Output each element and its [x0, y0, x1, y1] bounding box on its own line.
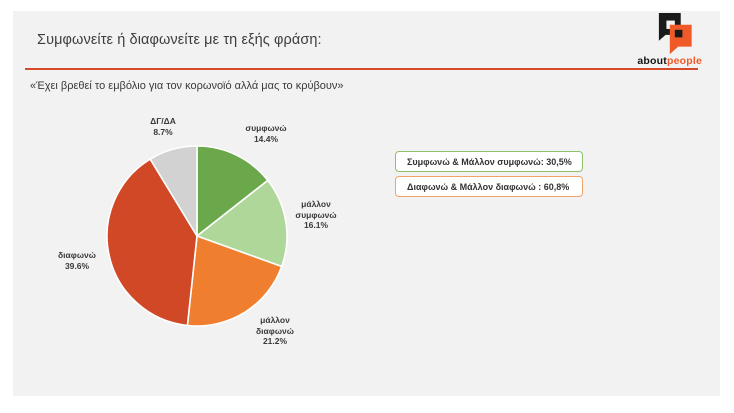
- pie-label-rather-agree: μάλλον συμφωνώ 16.1%: [274, 199, 358, 231]
- pie-label-agree: συμφωνώ 14.4%: [224, 123, 308, 144]
- pie-label-value: 16.1%: [303, 220, 329, 230]
- summary-box-disagree-label: Διαφωνώ & Μάλλον διαφωνώ : 60,8%: [407, 181, 570, 192]
- brand-text: aboutpeople: [637, 55, 702, 67]
- brand-text-orange: people: [666, 55, 702, 67]
- summary-box-agree-label: Συμφωνώ & Μάλλον συμφωνώ: 30,5%: [407, 156, 572, 167]
- page-title: Συμφωνείτε ή διαφωνείτε με τη εξής φράση…: [37, 32, 322, 48]
- pie-slice-1: [196, 179, 288, 268]
- question-text: «Έχει βρεθεί το εμβόλιο για τον κορωνοϊό…: [30, 80, 344, 92]
- pie-label-name: μάλλον συμφωνώ: [295, 199, 337, 220]
- brand-text-black: about: [637, 55, 667, 67]
- pie-slice-3: [106, 158, 198, 327]
- pie-label-name: συμφωνώ: [245, 123, 287, 133]
- header-divider: [25, 68, 698, 70]
- pie-label-value: 39.6%: [64, 260, 90, 271]
- pie-slice-4: [149, 145, 198, 237]
- speech-bubbles-icon: [658, 13, 692, 55]
- pie-label-dont-know: ΔΓ/ΔΑ 8.7%: [121, 116, 205, 137]
- pie-label-value: 21.2%: [262, 336, 288, 346]
- aboutpeople-logo: aboutpeople: [632, 13, 702, 69]
- pie-slice-0: [196, 145, 269, 237]
- pie-label-name: διαφωνώ: [58, 250, 96, 260]
- slide: Συμφωνείτε ή διαφωνείτε με τη εξής φράση…: [13, 11, 720, 396]
- pie-label-name: μάλλον διαφωνώ: [256, 315, 294, 336]
- pie-label-name: ΔΓ/ΔΑ: [150, 116, 176, 126]
- pie-slice-2: [186, 235, 283, 327]
- summary-box-disagree-total: Διαφωνώ & Μάλλον διαφωνώ : 60,8%: [395, 176, 583, 197]
- summary-box-agree-total: Συμφωνώ & Μάλλον συμφωνώ: 30,5%: [395, 151, 583, 172]
- pie-label-disagree: διαφωνώ 39.6%: [35, 250, 119, 271]
- pie-chart: [106, 145, 288, 327]
- pie-label-value: 14.4%: [253, 133, 279, 144]
- pie-label-value: 8.7%: [153, 126, 173, 137]
- pie-label-rather-disagree: μάλλον διαφωνώ 21.2%: [233, 315, 317, 347]
